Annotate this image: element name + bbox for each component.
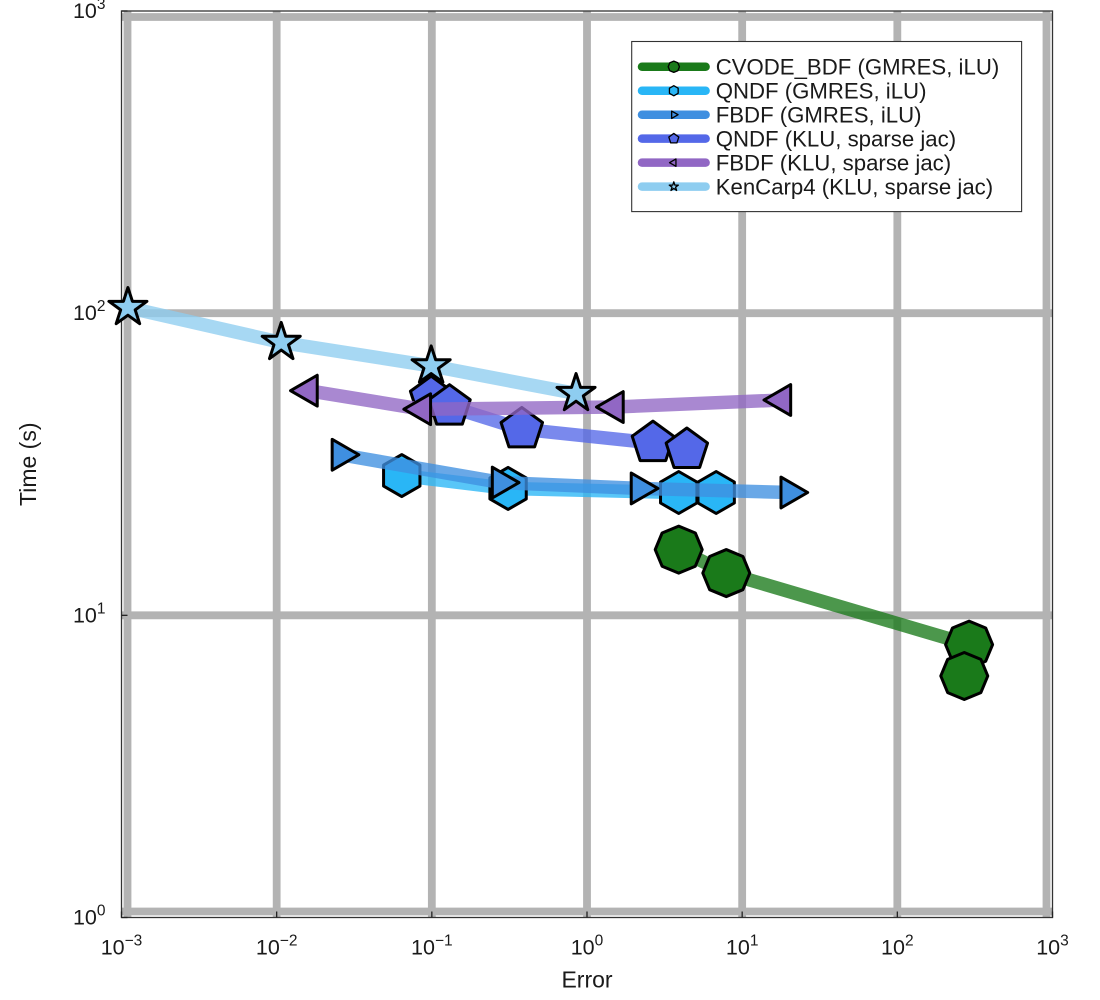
- svg-text:FBDF (GMRES, iLU): FBDF (GMRES, iLU): [716, 102, 922, 127]
- svg-text:QNDF (KLU, sparse jac): QNDF (KLU, sparse jac): [716, 126, 956, 151]
- svg-text:FBDF (KLU, sparse jac): FBDF (KLU, sparse jac): [716, 150, 951, 175]
- svg-text:Time (s): Time (s): [15, 423, 41, 506]
- svg-text:KenCarp4 (KLU, sparse jac): KenCarp4 (KLU, sparse jac): [716, 174, 993, 199]
- svg-text:CVODE_BDF (GMRES, iLU): CVODE_BDF (GMRES, iLU): [716, 54, 1000, 79]
- svg-text:Error: Error: [561, 967, 612, 993]
- svg-text:QNDF (GMRES, iLU): QNDF (GMRES, iLU): [716, 78, 927, 103]
